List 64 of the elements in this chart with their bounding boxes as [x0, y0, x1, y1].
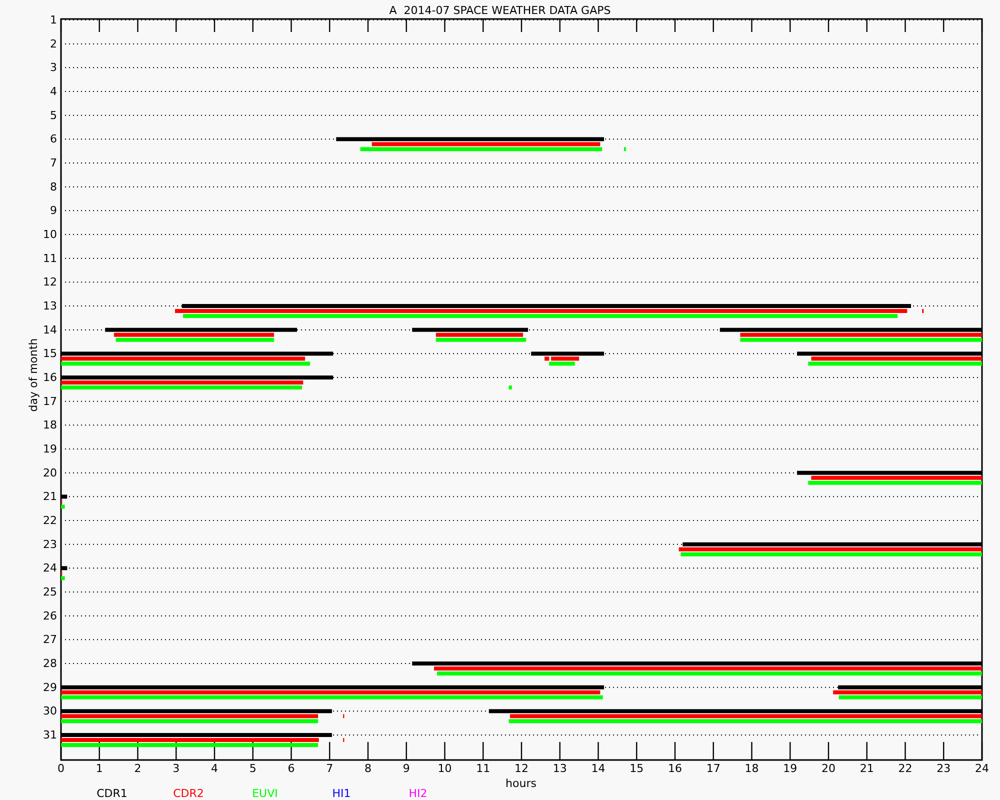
y-tick-label: 6 — [50, 132, 57, 146]
y-tick-label: 15 — [43, 347, 57, 360]
y-tick-label: 10 — [43, 228, 57, 242]
y-tick-label: 26 — [43, 609, 57, 622]
y-tick-label: 18 — [43, 418, 57, 432]
x-tick-label: 10 — [438, 762, 452, 775]
text: CDR1 — [96, 787, 128, 800]
y-tick-label: 5 — [50, 108, 57, 122]
y-tick-label: 24 — [43, 562, 57, 575]
y-tick-label: 13 — [43, 300, 57, 313]
x-tick-label: 9 — [402, 762, 410, 775]
y-tick-label: 27 — [43, 633, 57, 646]
y-tick-label: 17 — [43, 394, 57, 408]
x-tick-label: 3 — [172, 762, 180, 775]
x-tick-label: 17 — [706, 762, 720, 775]
y-tick-label: 9 — [50, 204, 57, 218]
y-tick-label: 31 — [43, 728, 57, 742]
y-tick-label: 8 — [50, 180, 57, 194]
x-tick-label: 22 — [898, 762, 912, 775]
text: EUVI — [252, 787, 278, 800]
x-tick-label: 19 — [783, 762, 798, 775]
x-tick-label: 23 — [936, 762, 951, 775]
y-tick-label: 1 — [50, 14, 57, 27]
x-tick-label: 4 — [211, 762, 218, 775]
legend-label: HI2 — [408, 787, 428, 800]
y-tick-label: 14 — [43, 323, 57, 336]
y-tick-label: 29 — [43, 680, 57, 694]
y-tick-label: 22 — [43, 514, 57, 528]
text: CDR2 — [173, 787, 204, 800]
y-tick-label: 16 — [43, 371, 57, 384]
x-tick-label: 5 — [249, 762, 256, 775]
x-tick-label: 7 — [326, 762, 334, 775]
x-tick-label: 14 — [591, 762, 606, 775]
x-tick-label: 15 — [630, 762, 644, 775]
y-tick-label: 3 — [50, 61, 57, 74]
x-tick-label: 2 — [134, 762, 142, 775]
y-tick-label: 4 — [50, 85, 57, 98]
y-tick-label: 21 — [43, 490, 57, 504]
y-tick-label: 7 — [50, 156, 57, 170]
y-tick-label: 19 — [43, 442, 57, 456]
y-axis-title: day of month — [27, 338, 40, 412]
y-tick-label: 11 — [43, 252, 57, 265]
x-tick-label: 6 — [288, 762, 295, 775]
y-tick-label: 30 — [43, 704, 57, 718]
x-tick-label: 12 — [514, 762, 528, 775]
x-tick-label: 21 — [860, 762, 874, 775]
x-tick-label: 0 — [58, 762, 64, 775]
y-tick-label: 25 — [43, 586, 57, 599]
y-tick-label: 23 — [43, 538, 57, 551]
y-tick-label: 20 — [43, 466, 57, 480]
x-tick-label: 24 — [975, 762, 989, 775]
x-axis-title: hours — [506, 777, 537, 790]
y-tick-label: 2 — [50, 37, 57, 50]
x-tick-label: 16 — [668, 762, 682, 775]
y-tick-label: 28 — [43, 657, 57, 670]
x-tick-label: 18 — [744, 762, 759, 775]
chart-title: A 2014-07 SPACE WEATHER DATA GAPS — [389, 4, 611, 17]
x-tick-label: 13 — [552, 762, 567, 775]
legend-label: HI1 — [332, 787, 351, 800]
x-tick-label: 11 — [476, 762, 490, 775]
y-tick-label: 12 — [43, 276, 57, 289]
x-tick-label: 20 — [822, 762, 836, 775]
x-tick-label: 8 — [364, 762, 372, 775]
x-tick-label: 1 — [96, 762, 103, 775]
